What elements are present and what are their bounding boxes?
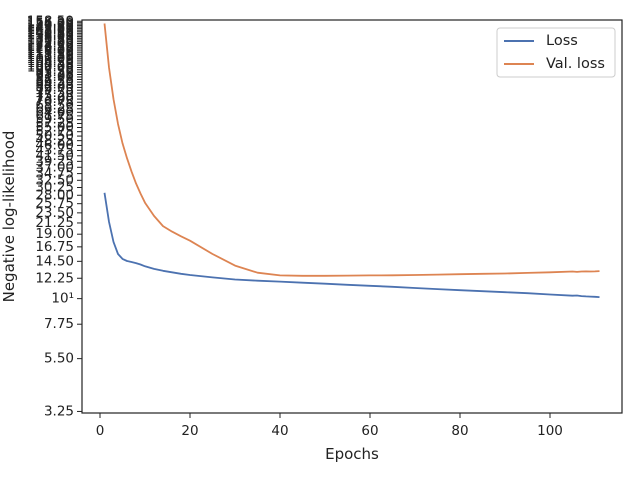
y-tick-label: 14.50: [35, 253, 74, 269]
y-tick-label: 43.75: [35, 142, 74, 158]
y-tick-label: 57.25: [35, 115, 74, 131]
y-tick-label: 86.50: [35, 74, 74, 90]
y-tick-label: 23.50: [35, 205, 74, 221]
y-tick-label: 55.00: [35, 120, 74, 136]
y-tick-label: 113.50: [27, 47, 74, 63]
y-tick-label: 16.75: [35, 239, 74, 255]
x-tick-label: 100: [537, 423, 563, 439]
y-tick-label: 50.50: [35, 128, 74, 144]
y-tick-label: 32.50: [35, 172, 74, 188]
x-tick-label: 0: [96, 423, 105, 439]
y-tick-label: 140.50: [27, 25, 74, 41]
y-tick-label: 52.75: [35, 124, 74, 140]
y-tick-label: 10¹: [51, 291, 74, 307]
series-line-loss: [103, 192, 600, 298]
y-tick-label: 79.75: [35, 82, 74, 98]
y-tick-label: 104.50: [27, 55, 74, 71]
y-tick-label: 102.25: [27, 57, 74, 73]
axes-frame: [81, 19, 623, 414]
y-tick-label: 133.75: [27, 30, 74, 46]
y-tick-label: 37.00: [35, 159, 74, 175]
y-tick-label: 106.75: [27, 53, 74, 69]
y-tick-label: 120.25: [27, 41, 74, 57]
y-tick-label: 66.25: [35, 101, 74, 117]
y-tick-label: 5.50: [44, 351, 74, 367]
y-tick-label: 145.00: [27, 22, 74, 38]
y-tick-label: 149.50: [27, 19, 74, 35]
y-tick-label: 129.25: [27, 34, 74, 50]
y-tick-label: 97.75: [35, 62, 74, 78]
y-tick-label: 41.50: [35, 148, 74, 164]
y-tick-label: 115.75: [27, 45, 74, 61]
y-tick-label: 82.00: [35, 79, 74, 95]
y-tick-label: 75.25: [35, 88, 74, 104]
y-tick-label: 147.25: [27, 21, 74, 37]
y-tick-label: 21.25: [35, 215, 74, 231]
y-tick-label: 7.75: [44, 316, 74, 332]
y-tick-label: 61.75: [35, 108, 74, 124]
y-tick-label: 158.50: [27, 13, 74, 29]
x-tick-label: 40: [271, 423, 288, 439]
y-tick-label: 100.00: [27, 59, 74, 75]
x-tick-label: 80: [451, 423, 468, 439]
y-tick-label: 34.75: [35, 166, 74, 182]
x-axis-label: Epochs: [325, 445, 379, 463]
y-tick-label: 84.25: [35, 77, 74, 93]
y-tick-label: 127.00: [27, 35, 74, 51]
y-tick-label: 39.25: [35, 153, 74, 169]
y-tick-label: 68.50: [35, 97, 74, 113]
y-tick-label: 30.25: [35, 180, 74, 196]
y-tick-label: 151.75: [27, 18, 74, 34]
legend-label-loss: Loss: [546, 33, 578, 49]
y-tick-label: 154.00: [27, 16, 74, 32]
y-tick-label: 122.50: [27, 39, 74, 55]
y-tick-label: 46.00: [35, 137, 74, 153]
y-tick-label: 28.00: [35, 187, 74, 203]
y-tick-label: 136.00: [27, 29, 74, 45]
y-tick-label: 95.50: [35, 64, 74, 80]
plot-area: [103, 23, 600, 298]
y-tick-label: 109.00: [27, 51, 74, 67]
y-axis-ticks: 3.25 5.50 7.75 10¹ 12.2514.5016.7519.0021.25…: [27, 13, 82, 419]
y-tick-label: 70.75: [35, 94, 74, 110]
y-tick-label: 3.25: [44, 403, 74, 419]
x-tick-label: 60: [361, 423, 378, 439]
x-tick-label: 20: [181, 423, 198, 439]
legend-label-val-loss: Val. loss: [546, 56, 605, 72]
y-tick-label: 131.50: [27, 32, 74, 48]
y-tick-label: 59.50: [35, 112, 74, 128]
y-tick-label: 73.00: [35, 91, 74, 107]
y-tick-label: 124.75: [27, 37, 74, 53]
legend: Loss Val. loss: [496, 27, 616, 78]
y-tick-label: 156.25: [27, 15, 74, 31]
y-tick-label: 138.25: [27, 27, 74, 43]
y-tick-label: 19.00: [35, 226, 74, 242]
x-axis-ticks: 0 20 40 60 80 100: [96, 413, 563, 439]
y-tick-label: 93.25: [35, 67, 74, 83]
y-tick-label: 118.00: [27, 43, 74, 59]
y-axis-label: Negative log-likelihood: [0, 131, 18, 303]
y-tick-label: 12.25: [35, 270, 74, 286]
y-tick-label: 48.25: [35, 133, 74, 149]
y-tick-label: 111.25: [27, 49, 74, 65]
y-tick-label: 88.75: [35, 71, 74, 87]
y-tick-label: 142.75: [27, 24, 74, 40]
y-tick-label: 64.00: [35, 104, 74, 120]
y-tick-label: 91.00: [35, 69, 74, 85]
y-tick-label: 77.50: [35, 85, 74, 101]
y-tick-label: 25.75: [35, 196, 74, 212]
series-line-val-loss: [103, 23, 600, 277]
